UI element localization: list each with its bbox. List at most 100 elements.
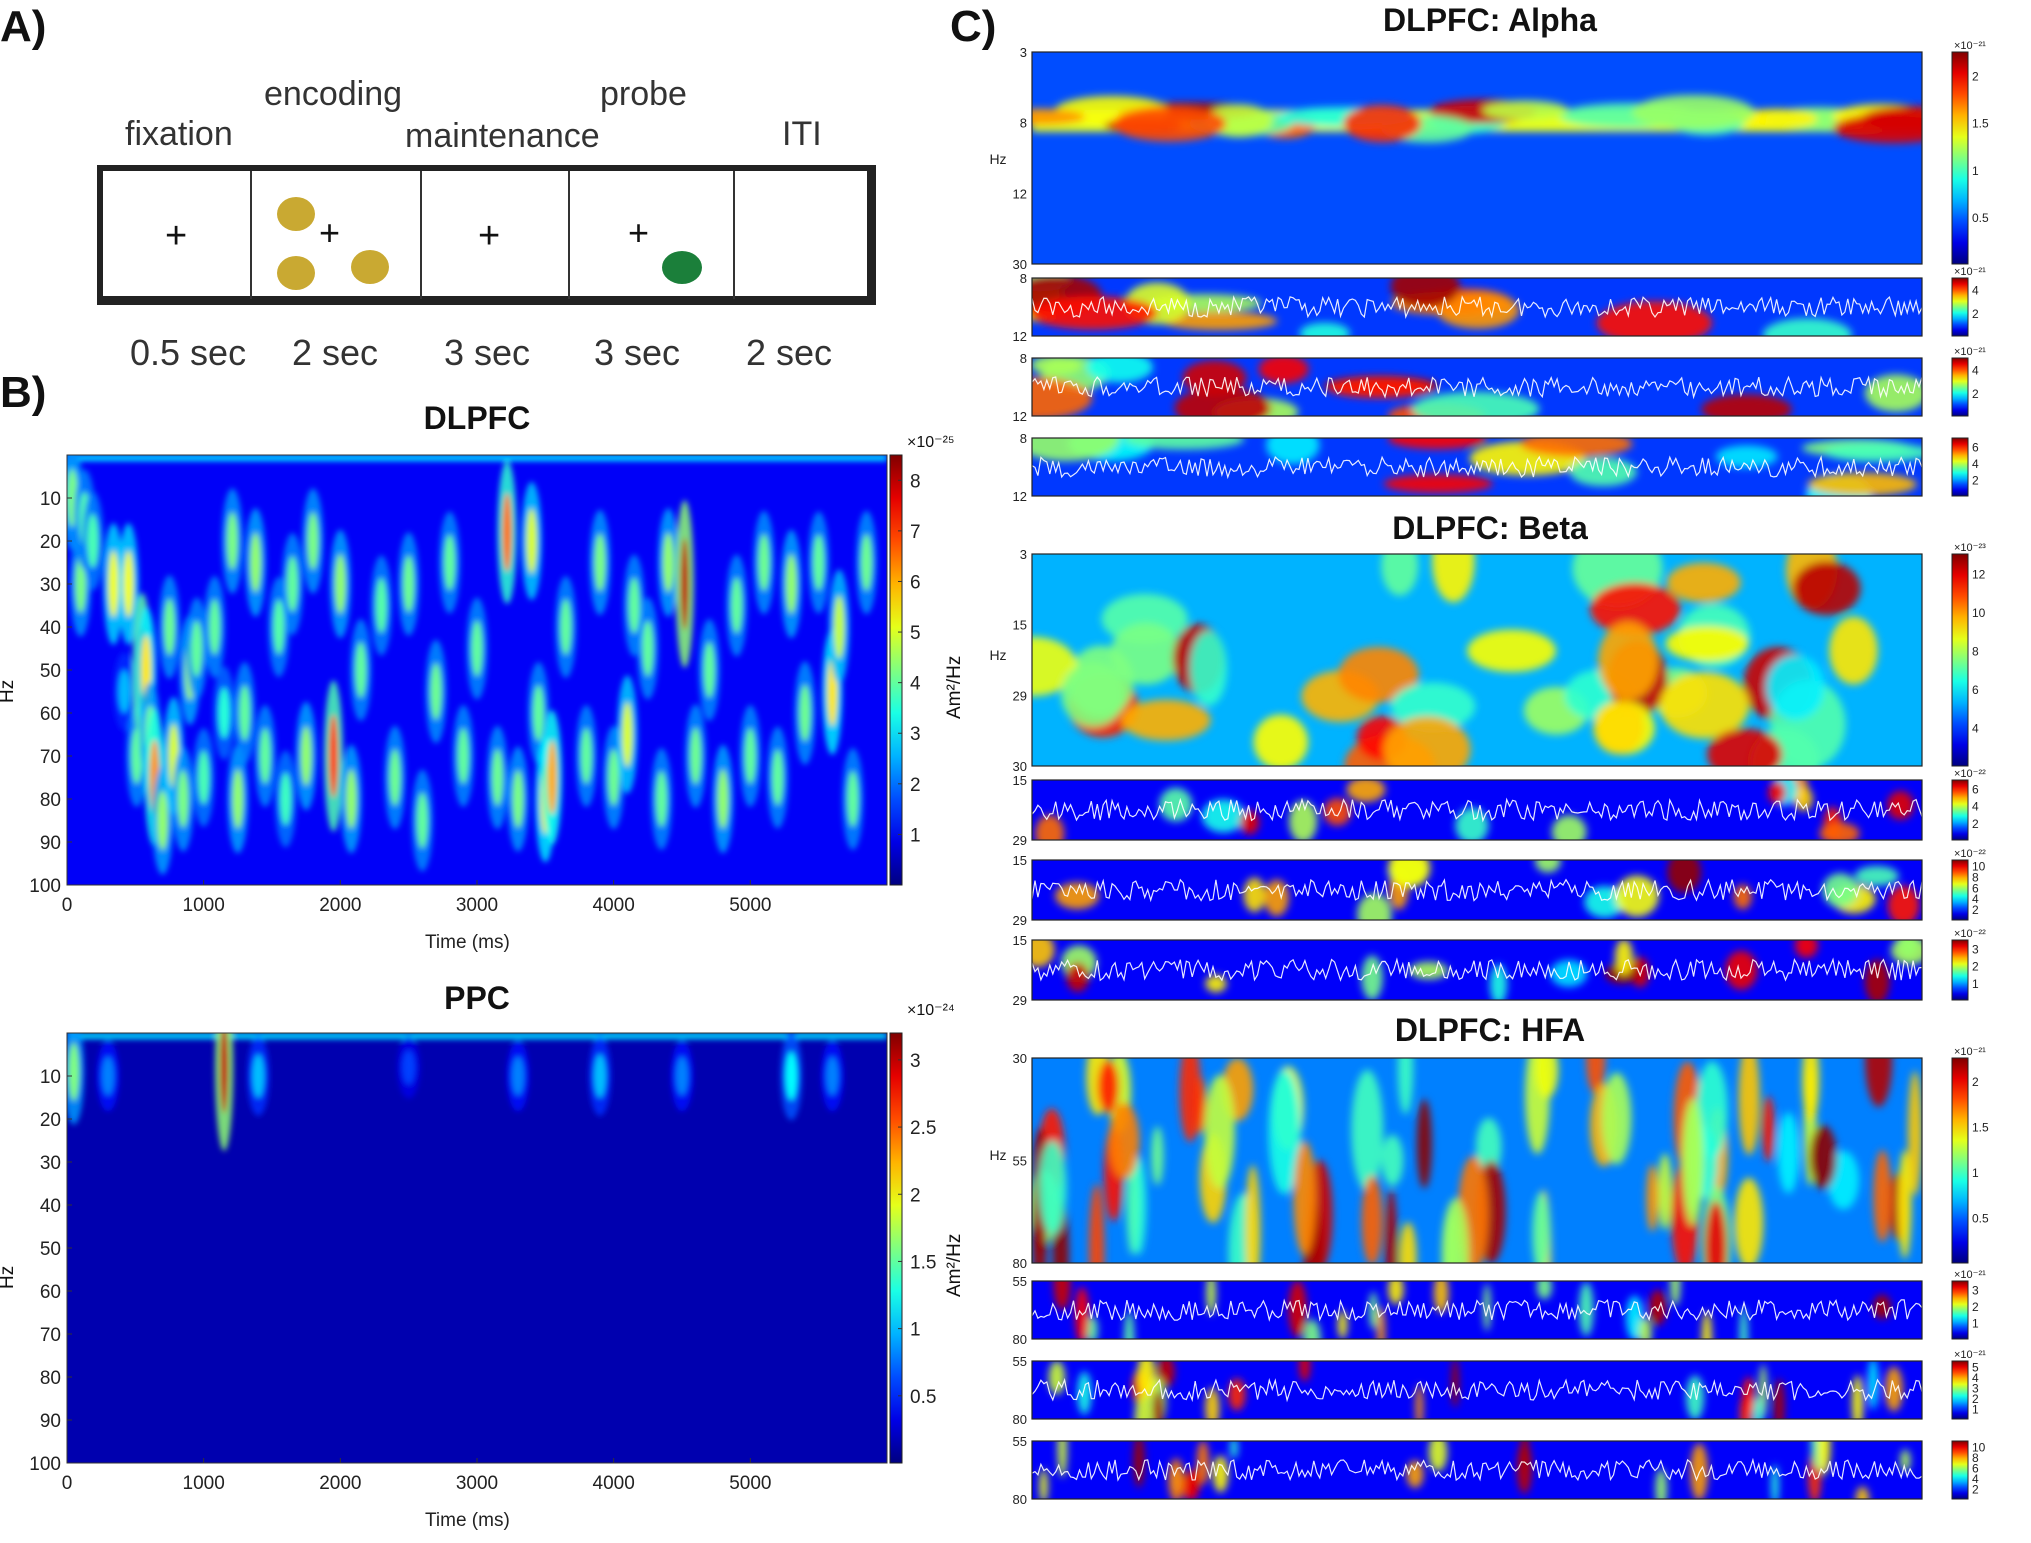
phase-duration: 3 sec <box>594 332 681 373</box>
power-burst <box>1152 1390 1164 1419</box>
power-burst <box>1578 1281 1594 1337</box>
power-burst <box>1855 1486 1870 1499</box>
power-burst <box>1807 472 1917 496</box>
burst <box>758 534 770 591</box>
colorbar-tick-label: 1 <box>1972 1316 1979 1330</box>
colorbar-tick-label: 1 <box>1972 164 1979 178</box>
burst <box>307 512 319 570</box>
y-tick-label: 80 <box>1013 1256 1027 1271</box>
plot-frame <box>1031 357 1923 417</box>
power-burst <box>1212 1455 1229 1493</box>
x-tick-label: 0 <box>62 1473 73 1494</box>
power-burst <box>1077 1371 1092 1415</box>
power-burst <box>1204 1074 1235 1189</box>
burst <box>226 512 238 570</box>
colorbar <box>889 454 903 886</box>
dlpfc-spectrogram-plot: 10 20 30 40 50 60 70 80 90 100 0 1000 2000 3000 4000 50… <box>0 434 1000 960</box>
y-tick-label: 29 <box>1013 688 1027 703</box>
power-burst <box>1898 1149 1912 1259</box>
colorbar <box>1951 1057 1969 1264</box>
colorbar <box>1951 357 1969 417</box>
y-tick-label: 55 <box>1013 1354 1027 1369</box>
burst <box>512 770 524 828</box>
plot-frame <box>1031 1280 1923 1340</box>
y-tick-label: 70 <box>40 1325 61 1346</box>
y-tick-label: 90 <box>40 833 61 854</box>
x-tick-label: 2000 <box>319 895 361 916</box>
power-burst <box>1288 1281 1307 1338</box>
colorbar <box>889 1032 903 1464</box>
power-burst <box>1032 296 1158 330</box>
burst <box>163 598 176 656</box>
colorbar-tick-label: 4 <box>1972 892 1979 906</box>
burst <box>218 687 230 739</box>
burst <box>286 555 299 613</box>
power-burst <box>1361 955 1383 1000</box>
power-burst <box>1415 1384 1424 1419</box>
burst <box>502 493 512 572</box>
burst <box>833 595 845 659</box>
power-burst <box>1179 1058 1202 1143</box>
power-burst <box>1293 1140 1316 1256</box>
power-burst <box>1086 1316 1098 1339</box>
burst <box>403 555 415 613</box>
colorbar <box>1951 859 1969 921</box>
power-burst <box>1739 108 1818 129</box>
colorbar-exponent: ×10⁻²¹ <box>1954 1269 1986 1281</box>
power-burst <box>1383 716 1471 766</box>
burst <box>375 577 387 634</box>
power-burst <box>1121 699 1211 741</box>
y-tick-label: 29 <box>1013 833 1027 848</box>
colorbar-tick-label: 2 <box>1972 1300 1979 1314</box>
colorbar-tick-label: 2 <box>1972 1482 1979 1496</box>
power-burst <box>1066 962 1090 992</box>
colorbar-tick-label: 4 <box>910 674 921 695</box>
power-burst <box>1854 866 1899 887</box>
plot-frame <box>1031 1360 1923 1420</box>
power-burst <box>1597 622 1659 701</box>
burst <box>232 769 244 829</box>
power-burst <box>1900 1449 1911 1472</box>
phase-divider <box>733 171 735 299</box>
burst <box>471 620 483 677</box>
burst <box>118 669 131 714</box>
trial-timeline-box <box>97 165 876 305</box>
power-burst <box>1550 959 1588 988</box>
burst <box>239 684 251 742</box>
colorbar-tick-label: 2 <box>1972 307 1979 321</box>
y-tick-label: 15 <box>1013 853 1027 868</box>
power-burst <box>1123 438 1245 450</box>
power-burst <box>1823 442 1922 463</box>
power-burst <box>1630 956 1650 988</box>
power-burst <box>1829 616 1878 685</box>
power-burst <box>1682 1098 1704 1226</box>
colorbar <box>1951 437 1969 497</box>
power-burst <box>1032 108 1086 126</box>
colorbar-tick-label: 3 <box>910 724 921 745</box>
band-heatmap-background <box>1032 860 1922 920</box>
low-frequency-band <box>67 1033 887 1039</box>
power-burst <box>1048 1361 1066 1395</box>
burst <box>252 1054 265 1098</box>
raw-signal-trace <box>1031 878 1923 903</box>
fixation-cross: + <box>478 215 501 257</box>
panel-a-label: A) <box>0 2 47 51</box>
burst <box>101 1056 115 1096</box>
power-burst <box>1299 322 1351 336</box>
burst <box>108 550 119 618</box>
band-heatmap-background <box>1032 1361 1922 1419</box>
power-burst <box>1686 1375 1705 1419</box>
power-burst <box>1873 1149 1892 1243</box>
power-burst <box>1753 1396 1763 1419</box>
power-burst <box>1159 787 1193 822</box>
x-tick-label: 4000 <box>593 1473 635 1494</box>
power-burst <box>1593 700 1645 755</box>
power-burst <box>1535 1058 1559 1099</box>
burst <box>444 534 456 591</box>
y-tick-label: 29 <box>1013 913 1027 928</box>
power-burst <box>1409 961 1449 980</box>
power-burst <box>1381 1134 1404 1186</box>
burst <box>622 701 633 768</box>
burst <box>68 1042 80 1101</box>
colorbar-tick-label: 3 <box>1972 943 1979 957</box>
